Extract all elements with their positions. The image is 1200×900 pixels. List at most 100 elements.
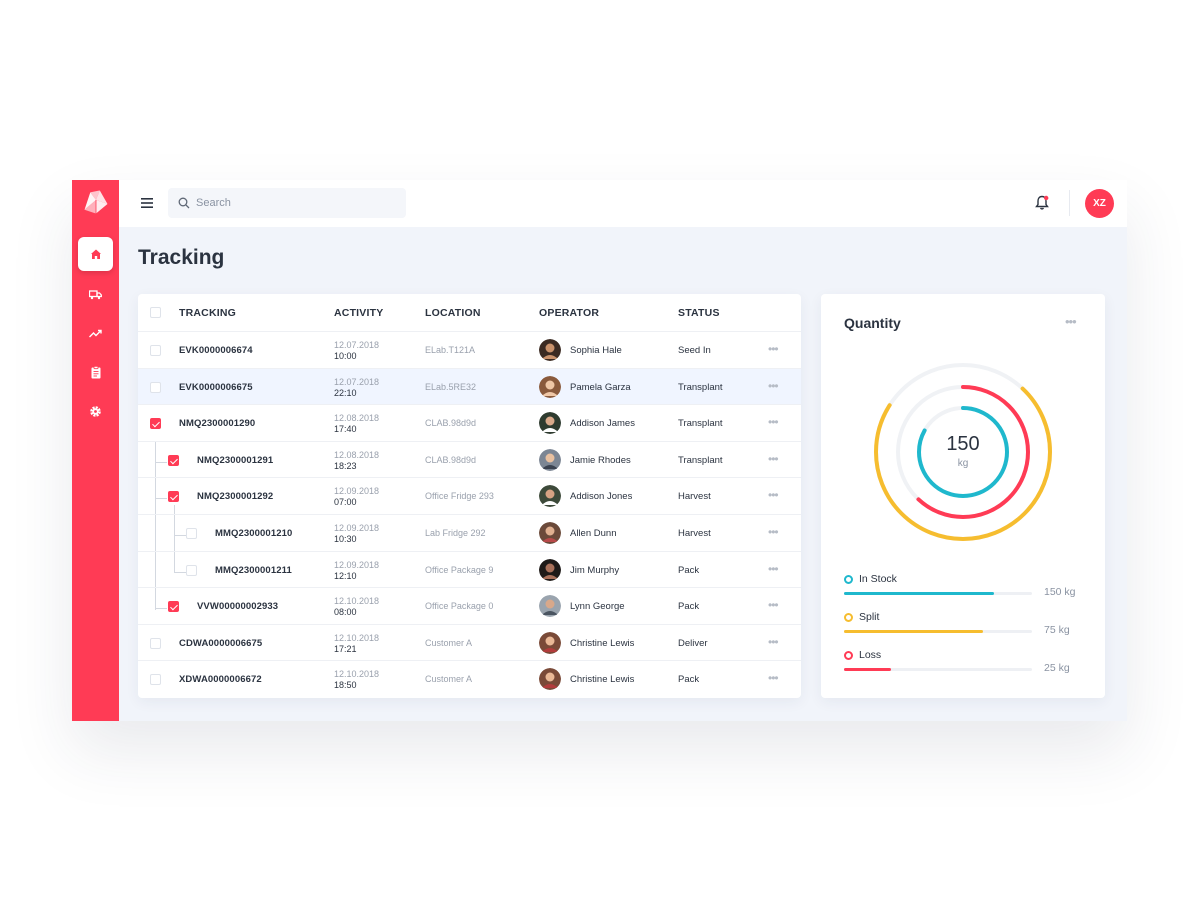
operator-avatar	[539, 668, 561, 691]
table-row[interactable]: NMQ2300001291 12.08.2018 18:23 CLAB.98d9…	[138, 442, 801, 479]
nav-item-home[interactable]	[78, 237, 113, 271]
location: CLAB.98d9d	[425, 418, 477, 429]
activity-date: 12.07.2018	[334, 376, 380, 387]
table-row[interactable]: CDWA0000006675 12.10.2018 17:21 Customer…	[138, 625, 801, 662]
row-checkbox[interactable]	[186, 564, 197, 576]
tracking-id: NMQ2300001292	[197, 491, 274, 503]
location: ELab.5RE32	[425, 381, 477, 392]
operator-name: Sophia Hale	[570, 345, 622, 356]
user-avatar[interactable]: XZ	[1085, 189, 1114, 218]
nav-item-settings[interactable]	[78, 394, 113, 428]
header-location[interactable]: LOCATION	[425, 307, 481, 319]
header-status[interactable]: STATUS	[678, 307, 720, 319]
status: Transplant	[678, 381, 723, 393]
activity-time: 10:00	[334, 351, 357, 361]
total-unit: kg	[958, 458, 969, 469]
tracking-id: XDWA0000006672	[179, 674, 262, 686]
header-tracking[interactable]: TRACKING	[179, 307, 237, 319]
tracking-id: MMQ2300001210	[215, 528, 293, 539]
ring-split	[874, 363, 1052, 541]
activity-date: 12.08.2018	[334, 449, 380, 460]
legend-label: Split	[859, 611, 880, 623]
more-options-icon[interactable]: •••	[768, 342, 779, 356]
search-icon	[178, 197, 190, 209]
more-options-icon[interactable]: •••	[768, 488, 779, 503]
activity-date: 12.10.2018	[334, 632, 380, 643]
operator-name: Jim Murphy	[570, 564, 620, 576]
row-checkbox[interactable]	[168, 454, 179, 466]
table-row[interactable]: MMQ2300001211 12.09.2018 12:10 Office Pa…	[138, 552, 801, 589]
operator-name: Christine Lewis	[570, 674, 635, 686]
legend-dot	[844, 651, 853, 660]
row-checkbox[interactable]	[150, 345, 161, 356]
activity-time: 18:50	[334, 680, 357, 691]
more-options-icon[interactable]: •••	[768, 671, 779, 686]
more-options-icon[interactable]: •••	[1065, 314, 1077, 329]
status: Pack	[678, 564, 700, 576]
activity-time: 12:10	[334, 570, 357, 581]
legend-label: In Stock	[859, 573, 897, 585]
gear-icon	[90, 405, 101, 417]
app-window: XZ Tracking TRACKING ACTIVITY LOCATION O…	[72, 180, 1127, 721]
operator-avatar	[539, 412, 561, 435]
table-row[interactable]: XDWA0000006672 12.10.2018 18:50 Customer…	[138, 661, 801, 698]
status: Deliver	[678, 637, 708, 649]
row-checkbox[interactable]	[150, 637, 161, 649]
notification-bell-icon[interactable]	[1033, 194, 1051, 212]
tracking-id: EVK0000006674	[179, 345, 253, 356]
operator-name: Christine Lewis	[570, 637, 635, 649]
row-checkbox[interactable]	[168, 601, 179, 613]
row-checkbox[interactable]	[186, 528, 197, 539]
tracking-id: NMQ2300001291	[197, 454, 274, 466]
tree-line	[155, 442, 156, 610]
table-row[interactable]: NMQ2300001290 12.08.2018 17:40 CLAB.98d9…	[138, 405, 801, 442]
activity-date: 12.07.2018	[334, 340, 380, 350]
more-options-icon[interactable]: •••	[768, 378, 779, 393]
search-box	[168, 188, 406, 218]
trending-up-icon	[89, 329, 102, 337]
nav-item-delivery[interactable]	[78, 277, 113, 311]
logo	[83, 189, 109, 215]
row-checkbox[interactable]	[168, 491, 179, 503]
more-options-icon[interactable]: •••	[768, 598, 779, 613]
more-options-icon[interactable]: •••	[768, 415, 779, 430]
operator-name: Lynn George	[570, 601, 625, 613]
legend-in-stock: In Stock 150 kg	[844, 572, 1084, 602]
select-all-checkbox[interactable]	[150, 307, 161, 318]
more-options-icon[interactable]: •••	[768, 634, 779, 649]
legend-bar-track	[844, 592, 1032, 595]
activity-date: 12.10.2018	[334, 596, 380, 607]
status: Transplant	[678, 454, 723, 466]
header-activity[interactable]: ACTIVITY	[334, 307, 384, 319]
legend-dot	[844, 613, 853, 622]
table-row[interactable]: NMQ2300001292 12.09.2018 07:00 Office Fr…	[138, 478, 801, 515]
hamburger-menu-icon[interactable]	[139, 195, 155, 211]
nav-item-reports[interactable]	[78, 355, 113, 389]
location: ELab.T121A	[425, 345, 476, 355]
row-checkbox[interactable]	[150, 418, 161, 430]
tree-line	[174, 572, 186, 573]
quantity-card: Quantity ••• 150 kg In Stock 150 kg Spli…	[821, 294, 1105, 698]
status: Harvest	[678, 491, 711, 503]
row-checkbox[interactable]	[150, 674, 161, 686]
tracking-id: VVW00000002933	[197, 601, 279, 613]
more-options-icon[interactable]: •••	[768, 525, 779, 539]
activity-date: 12.10.2018	[334, 669, 380, 680]
operator-name: Pamela Garza	[570, 381, 631, 393]
table-row[interactable]: EVK0000006675 12.07.2018 22:10 ELab.5RE3…	[138, 368, 801, 406]
legend-bar-fill	[844, 630, 984, 633]
table-row[interactable]: VVW00000002933 12.10.2018 08:00 Office P…	[138, 588, 801, 625]
more-options-icon[interactable]: •••	[768, 561, 779, 576]
operator-avatar	[539, 595, 561, 618]
row-checkbox[interactable]	[150, 381, 161, 393]
nav-item-analytics[interactable]	[78, 316, 113, 350]
legend-loss: Loss 25 kg	[844, 648, 1084, 678]
search-input[interactable]	[196, 197, 386, 209]
header-operator[interactable]: OPERATOR	[539, 307, 600, 319]
operator-name: Allen Dunn	[570, 528, 617, 539]
table-row[interactable]: EVK0000006674 12.07.2018 10:00 ELab.T121…	[138, 332, 801, 369]
activity-date: 12.09.2018	[334, 523, 380, 533]
topbar-divider	[1069, 190, 1070, 216]
more-options-icon[interactable]: •••	[768, 451, 779, 466]
table-row[interactable]: MMQ2300001210 12.09.2018 10:30 Lab Fridg…	[138, 515, 801, 552]
